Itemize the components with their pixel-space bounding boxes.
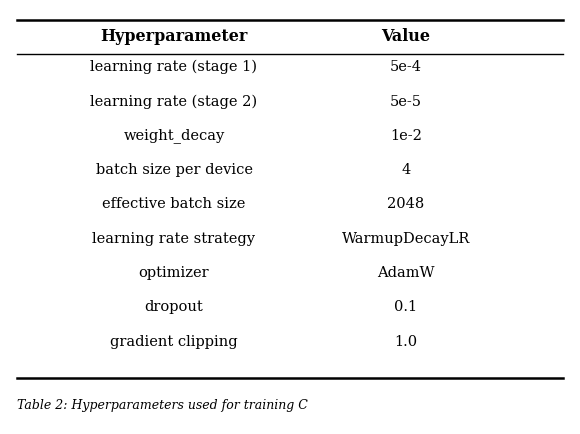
Text: gradient clipping: gradient clipping bbox=[110, 335, 238, 349]
Text: 0.1: 0.1 bbox=[394, 300, 418, 314]
Text: 5e-4: 5e-4 bbox=[390, 60, 422, 74]
Text: optimizer: optimizer bbox=[139, 266, 209, 280]
Text: effective batch size: effective batch size bbox=[102, 197, 246, 211]
Text: learning rate (stage 1): learning rate (stage 1) bbox=[90, 60, 258, 75]
Text: 2048: 2048 bbox=[387, 197, 425, 211]
Text: 4: 4 bbox=[401, 163, 411, 177]
Text: 5e-5: 5e-5 bbox=[390, 95, 422, 108]
Text: AdamW: AdamW bbox=[377, 266, 435, 280]
Text: 1e-2: 1e-2 bbox=[390, 129, 422, 143]
Text: learning rate (stage 2): learning rate (stage 2) bbox=[90, 94, 258, 109]
Text: Hyperparameter: Hyperparameter bbox=[100, 28, 248, 46]
Text: weight_decay: weight_decay bbox=[124, 128, 224, 143]
Text: Table 2: Hyperparameters used for training C: Table 2: Hyperparameters used for traini… bbox=[17, 399, 309, 412]
Text: batch size per device: batch size per device bbox=[96, 163, 252, 177]
Text: Value: Value bbox=[382, 28, 430, 46]
Text: dropout: dropout bbox=[144, 300, 204, 314]
Text: WarmupDecayLR: WarmupDecayLR bbox=[342, 232, 470, 246]
Text: 1.0: 1.0 bbox=[394, 335, 418, 349]
Text: learning rate strategy: learning rate strategy bbox=[92, 232, 256, 246]
